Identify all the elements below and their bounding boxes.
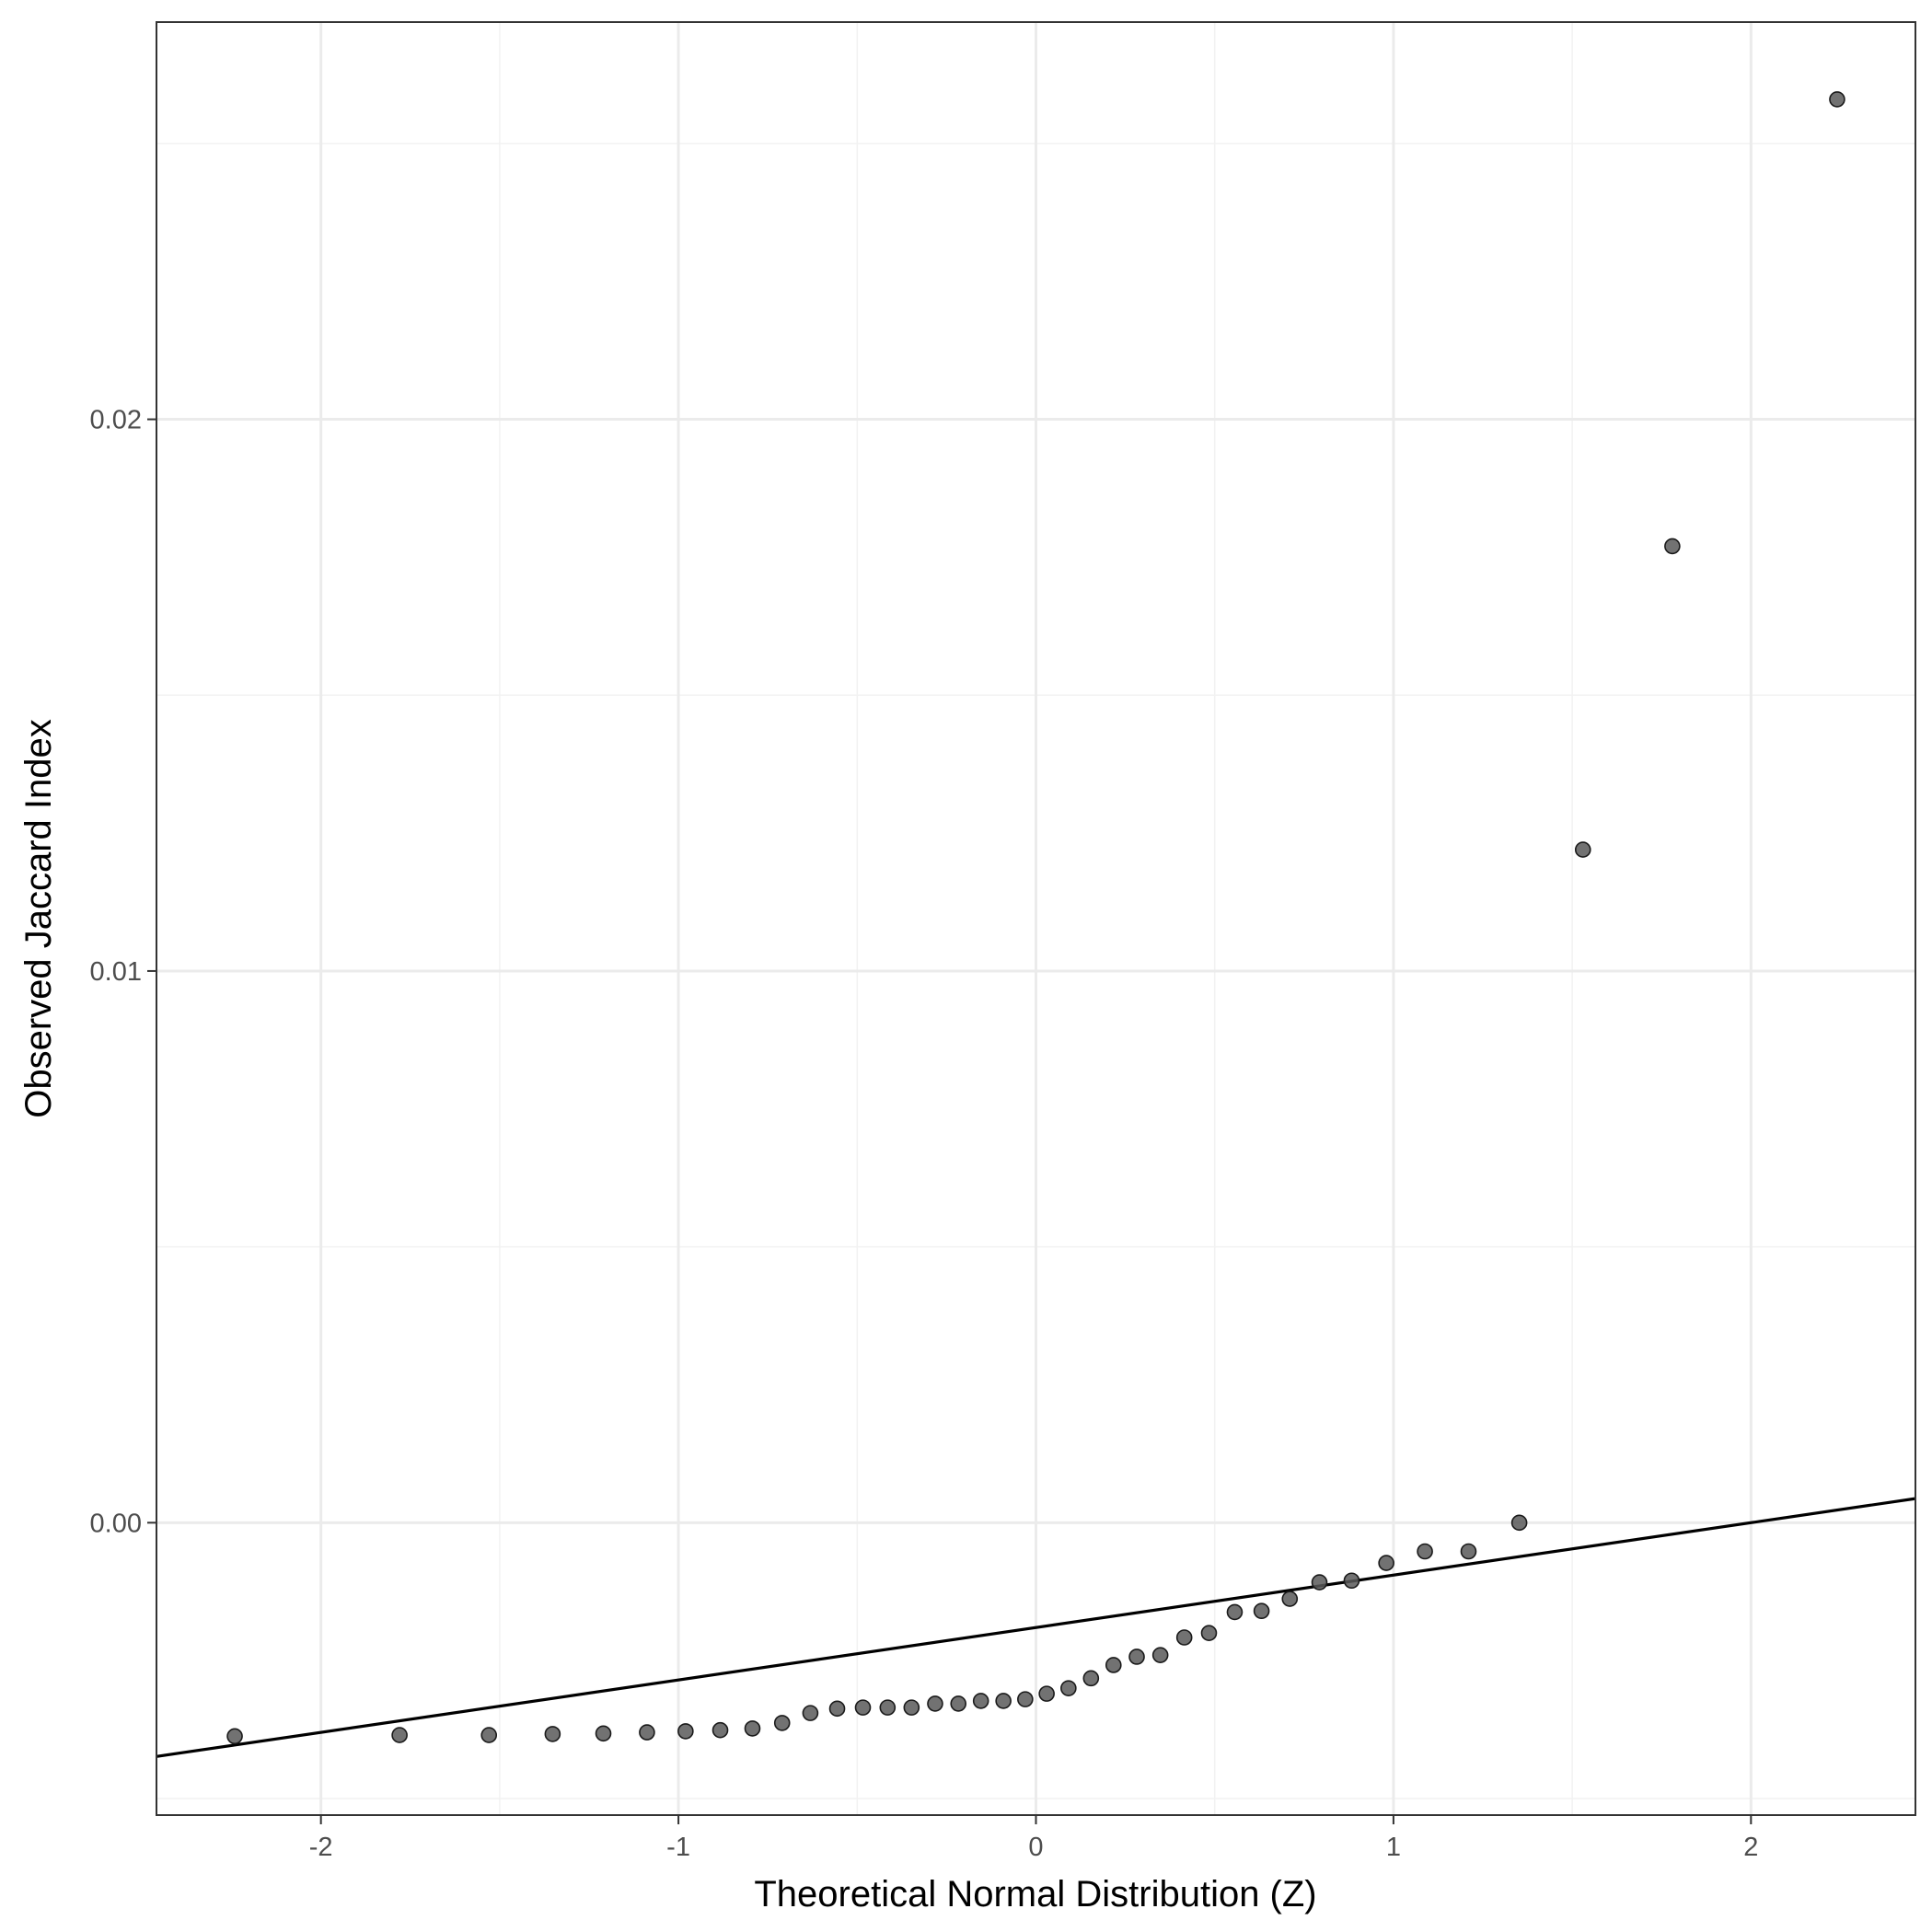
data-point — [1253, 1602, 1270, 1620]
data-point — [995, 1693, 1012, 1709]
y-axis-title: Observed Jaccard Index — [18, 719, 59, 1118]
data-point — [1017, 1691, 1034, 1707]
data-point — [1574, 841, 1591, 858]
data-point — [1343, 1572, 1360, 1590]
major-gridlines — [156, 22, 1915, 1815]
data-point — [1829, 91, 1845, 108]
data-point — [1105, 1657, 1122, 1673]
data-point — [1128, 1649, 1145, 1665]
data-point — [854, 1699, 872, 1716]
data-point — [879, 1699, 897, 1716]
y-tick-label: 0.01 — [90, 957, 142, 987]
data-point — [1082, 1670, 1100, 1687]
y-tick-label: 0.00 — [90, 1509, 142, 1538]
x-axis-title: Theoretical Normal Distribution (Z) — [754, 1874, 1316, 1915]
data-point — [1460, 1543, 1477, 1560]
data-point — [711, 1721, 729, 1739]
y-tick-label: 0.02 — [90, 406, 142, 435]
data-point — [972, 1693, 989, 1709]
x-tick-label: 0 — [1028, 1833, 1043, 1862]
data-point — [226, 1728, 243, 1745]
reference-line — [156, 1497, 1916, 1758]
x-tick-label: -2 — [309, 1833, 333, 1862]
data-point — [1311, 1574, 1328, 1591]
data-point — [1038, 1685, 1055, 1702]
data-point — [1378, 1555, 1394, 1571]
x-tick-label: 2 — [1743, 1833, 1758, 1862]
x-tick-label: -1 — [666, 1833, 690, 1862]
data-point — [773, 1715, 791, 1731]
data-point — [544, 1726, 561, 1742]
data-point — [1417, 1543, 1433, 1560]
reference-line-layer — [156, 1497, 1916, 1758]
data-point — [1281, 1591, 1299, 1607]
data-point — [1226, 1603, 1244, 1621]
y-axis-ticks: 0.00 0.01 0.02 — [90, 406, 156, 1538]
data-point — [802, 1705, 819, 1721]
data-point — [1060, 1680, 1077, 1696]
data-point — [903, 1699, 920, 1716]
x-axis-ticks: -2 -1 0 1 2 — [309, 1815, 1758, 1862]
data-point — [677, 1723, 694, 1740]
data-point — [595, 1725, 612, 1742]
x-tick-label: 1 — [1386, 1833, 1401, 1862]
data-point — [1664, 538, 1681, 555]
data-point — [927, 1695, 943, 1712]
data-point — [950, 1695, 967, 1712]
data-point — [391, 1727, 408, 1743]
data-point — [1510, 1514, 1528, 1532]
data-points — [226, 91, 1845, 1745]
data-point — [639, 1724, 655, 1741]
data-point — [828, 1700, 846, 1718]
data-point — [1200, 1625, 1218, 1642]
data-point — [1151, 1647, 1169, 1663]
data-point — [480, 1727, 498, 1743]
data-point — [744, 1720, 761, 1737]
data-point — [1175, 1629, 1193, 1646]
